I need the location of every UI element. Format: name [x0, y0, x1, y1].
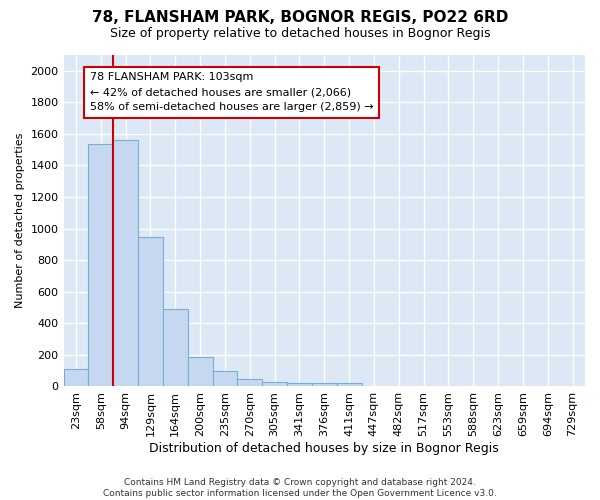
Bar [312, 384, 337, 386]
Bar [138, 236, 163, 386]
Text: Size of property relative to detached houses in Bognor Regis: Size of property relative to detached ho… [110, 28, 490, 40]
Text: Contains HM Land Registry data © Crown copyright and database right 2024.
Contai: Contains HM Land Registry data © Crown c… [103, 478, 497, 498]
Bar [212, 370, 238, 386]
Text: 78, FLANSHAM PARK, BOGNOR REGIS, PO22 6RD: 78, FLANSHAM PARK, BOGNOR REGIS, PO22 6R… [92, 10, 508, 25]
Bar [262, 382, 287, 386]
X-axis label: Distribution of detached houses by size in Bognor Regis: Distribution of detached houses by size … [149, 442, 499, 455]
Text: 78 FLANSHAM PARK: 103sqm
← 42% of detached houses are smaller (2,066)
58% of sem: 78 FLANSHAM PARK: 103sqm ← 42% of detach… [89, 72, 373, 112]
Bar [238, 380, 262, 386]
Y-axis label: Number of detached properties: Number of detached properties [15, 133, 25, 308]
Bar [337, 384, 362, 386]
Bar [163, 309, 188, 386]
Bar [113, 140, 138, 386]
Bar [64, 369, 88, 386]
Bar [287, 384, 312, 386]
Bar [88, 144, 113, 386]
Bar [188, 358, 212, 386]
